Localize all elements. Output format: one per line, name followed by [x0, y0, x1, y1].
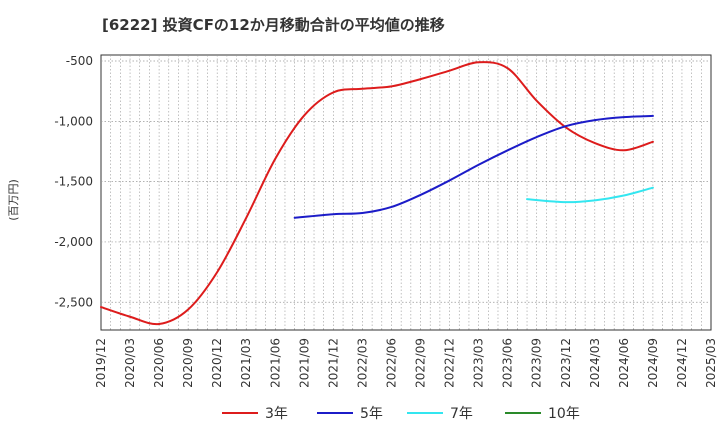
grid: [101, 55, 711, 330]
x-tick-label: 2022/03: [355, 338, 369, 388]
x-tick-label: 2025/03: [704, 338, 718, 388]
y-tick-label: -2,000: [54, 235, 93, 249]
x-tick-label: 2023/03: [472, 338, 486, 388]
x-tick-label: 2020/12: [210, 338, 224, 388]
x-tick-label: 2020/09: [181, 338, 195, 388]
legend-label: 3年: [265, 406, 288, 422]
y-axis-label: (百万円): [7, 179, 20, 221]
legend: 3年 5年 7年 10年: [222, 406, 580, 422]
series-line-0: [100, 61, 654, 326]
series-line-1: [293, 114, 654, 219]
y-ticks: -500 -1,000 -1,500 -2,000 -2,500: [54, 54, 93, 309]
x-tick-label: 2023/09: [530, 338, 544, 388]
series-group: [100, 61, 654, 326]
x-tick-label: 2021/12: [326, 338, 340, 388]
plot-area: [100, 54, 712, 331]
x-tick-label: 2024/12: [675, 338, 689, 388]
x-tick-label: 2024/03: [588, 338, 602, 388]
x-tick-label: 2023/06: [501, 338, 515, 388]
x-tick-label: 2020/06: [152, 338, 166, 388]
x-ticks: 2019/12 2020/03 2020/06 2020/09 2020/12 2021/…: [94, 338, 718, 388]
y-tick-label: -1,500: [54, 175, 93, 189]
x-tick-label: 2022/12: [443, 338, 457, 388]
x-tick-label: 2024/06: [617, 338, 631, 388]
series-line-2: [526, 186, 654, 204]
x-tick-label: 2022/06: [384, 338, 398, 388]
y-tick-label: -2,500: [54, 295, 93, 309]
y-tick-label: -500: [66, 54, 93, 68]
x-tick-label: 2021/03: [239, 338, 253, 388]
chart-title: [6222] 投資CFの12か月移動合計の平均値の推移: [102, 16, 445, 34]
legend-label: 10年: [548, 406, 580, 422]
legend-label: 5年: [360, 406, 383, 422]
x-tick-label: 2024/09: [646, 338, 660, 388]
x-tick-label: 2021/09: [297, 338, 311, 388]
y-tick-label: -1,000: [54, 114, 93, 128]
x-tick-label: 2019/12: [94, 338, 108, 388]
x-tick-label: 2021/06: [268, 338, 282, 388]
x-tick-label: 2020/03: [123, 338, 137, 388]
x-tick-label: 2023/12: [559, 338, 573, 388]
x-tick-label: 2022/09: [414, 338, 428, 388]
legend-label: 7年: [450, 406, 473, 422]
